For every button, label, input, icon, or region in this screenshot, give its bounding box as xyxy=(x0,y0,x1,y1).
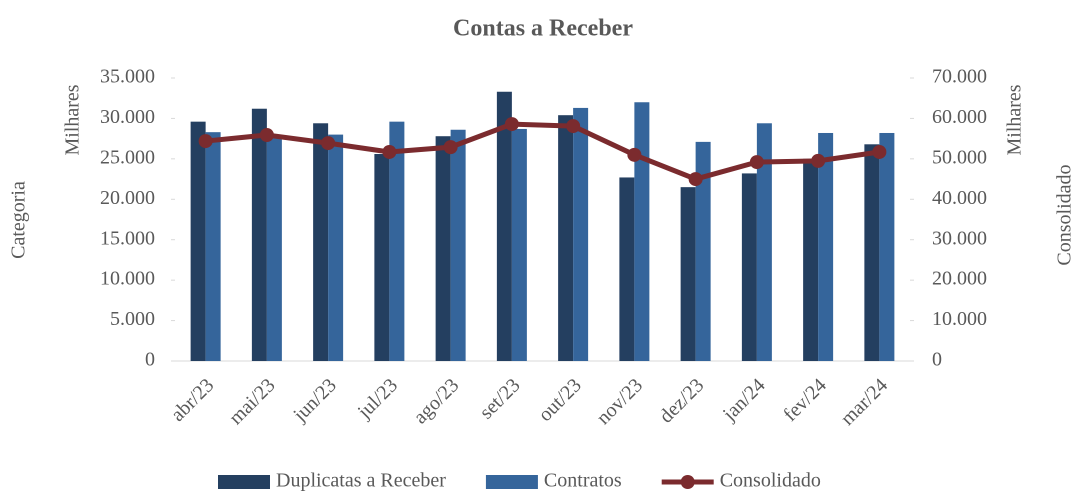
y-tick-label: 15.000 xyxy=(100,227,155,249)
bar xyxy=(328,135,343,361)
y2-tick-label: 40.000 xyxy=(932,187,987,209)
y-axis-label: Milhares xyxy=(62,84,84,155)
y2-tick-label: 50.000 xyxy=(932,146,987,168)
line-point xyxy=(505,117,519,131)
x-tick-label: mai/23 xyxy=(225,374,280,429)
y-tick-label: 10.000 xyxy=(100,268,155,290)
legend-swatch xyxy=(486,475,538,489)
bar xyxy=(681,187,696,361)
x-tick-label: fev/24 xyxy=(779,374,831,426)
line-point xyxy=(811,154,825,168)
bar xyxy=(879,133,894,361)
legend-label: Contratos xyxy=(544,470,622,492)
y2-axis-title: Consolidado xyxy=(1054,164,1076,265)
line-point xyxy=(199,134,213,148)
y-tick-label: 0 xyxy=(145,349,155,371)
line-point xyxy=(872,145,886,159)
y-tick-label: 25.000 xyxy=(100,146,155,168)
y2-tick-label: 70.000 xyxy=(932,66,987,88)
x-tick-label: jun/23 xyxy=(288,374,340,426)
x-tick-label: dez/23 xyxy=(655,374,708,427)
bar xyxy=(206,132,221,361)
bar xyxy=(313,123,328,361)
line-point xyxy=(689,172,703,186)
legend-item: Duplicatas a Receber xyxy=(218,470,446,492)
bar xyxy=(619,177,634,361)
y-tick-label: 20.000 xyxy=(100,187,155,209)
x-tick-label: set/23 xyxy=(475,374,524,423)
y2-tick-label: 10.000 xyxy=(932,308,987,330)
x-axis-label: Categoria xyxy=(8,181,30,259)
line-point xyxy=(627,148,641,162)
y2-axis-label: Milhares xyxy=(1004,84,1026,155)
y2-tick-label: 60.000 xyxy=(932,106,987,128)
legend-label: Consolidado xyxy=(720,470,821,492)
bar xyxy=(497,92,512,361)
legend-label: Duplicatas a Receber xyxy=(276,470,446,492)
legend-item: Contratos xyxy=(486,470,622,492)
line-point xyxy=(321,136,335,150)
y-tick-label: 30.000 xyxy=(100,106,155,128)
x-tick-label: out/23 xyxy=(534,374,586,426)
y2-tick-label: 20.000 xyxy=(932,268,987,290)
x-tick-label: abr/23 xyxy=(167,374,219,426)
bar xyxy=(573,108,588,361)
line-point xyxy=(566,119,580,133)
y-tick-label: 5.000 xyxy=(110,308,155,330)
y-tick-label: 35.000 xyxy=(100,66,155,88)
legend-swatch xyxy=(218,475,270,489)
bar xyxy=(191,122,206,361)
bar xyxy=(634,102,649,361)
bar xyxy=(558,115,573,361)
y2-tick-label: 30.000 xyxy=(932,227,987,249)
y2-tick-label: 0 xyxy=(932,349,942,371)
bar xyxy=(742,173,757,361)
x-tick-label: ago/23 xyxy=(409,374,463,428)
bar xyxy=(267,137,282,361)
bar xyxy=(252,109,267,361)
line-point xyxy=(382,145,396,159)
chart-title: Contas a Receber xyxy=(453,16,633,42)
line xyxy=(206,124,880,179)
bar xyxy=(374,154,389,361)
bar xyxy=(864,144,879,361)
line-point xyxy=(750,155,764,169)
bar xyxy=(803,159,818,361)
line-point xyxy=(444,140,458,154)
x-tick-label: jan/24 xyxy=(718,374,770,426)
line-point xyxy=(260,128,274,142)
legend-marker xyxy=(681,475,695,489)
bar xyxy=(451,130,466,361)
x-tick-label: jul/23 xyxy=(353,374,402,423)
x-tick-label: nov/23 xyxy=(592,374,647,429)
x-tick-label: mar/24 xyxy=(837,374,893,430)
legend-item: Consolidado xyxy=(662,470,821,492)
chart: Contas a Receber Milhares Categoria Milh… xyxy=(0,0,1076,494)
bar xyxy=(436,136,451,361)
bar xyxy=(512,129,527,361)
